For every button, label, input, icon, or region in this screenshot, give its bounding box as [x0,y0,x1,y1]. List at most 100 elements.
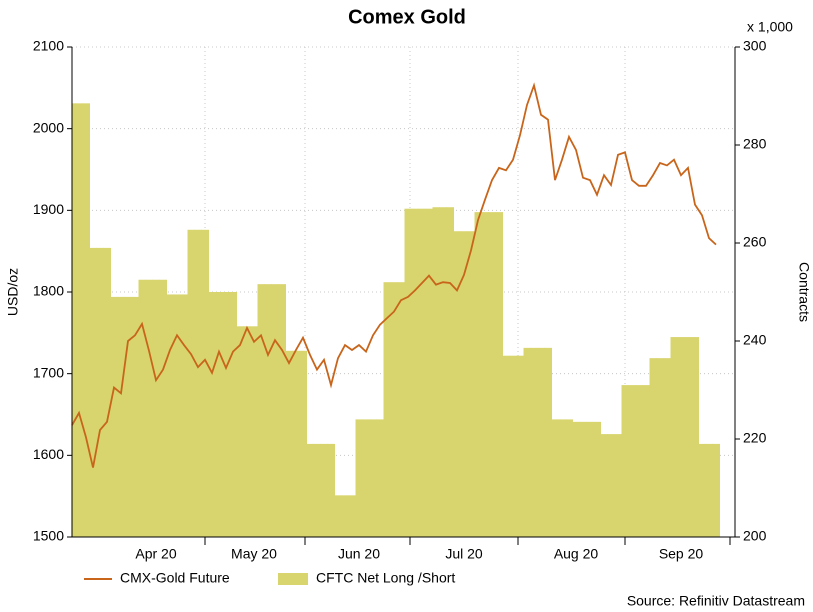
area-step [320,443,328,537]
area-step [82,103,90,537]
area-step [621,385,629,537]
y-tick-label: 1700 [33,364,64,380]
area-step [271,284,279,537]
area-step [117,296,125,537]
area-step [446,207,454,537]
area-step [432,207,440,537]
area-step [243,326,251,537]
area-step [691,337,699,537]
area-step [306,443,314,537]
area-step [495,212,503,537]
area-step [670,337,678,537]
area-step [439,207,447,537]
y2-tick-label: 240 [743,332,767,348]
area-step [75,103,83,537]
area-step [348,495,356,537]
area-step [341,495,349,537]
area-step [705,443,713,537]
legend-label: CMX-Gold Future [120,570,230,586]
area-step [600,434,608,537]
area-step [404,208,412,537]
area-step [236,326,244,537]
area-step [376,419,384,537]
area-step [712,443,720,537]
y-tick-label: 1800 [33,283,64,299]
area-step [684,337,692,537]
area-step [467,231,475,537]
area-step [355,419,363,537]
area-step [208,292,216,537]
area-step [628,385,636,537]
y2-tick-label: 280 [743,136,767,152]
area-step [362,419,370,537]
area-step [383,282,391,537]
area-step [201,229,209,537]
area-step [96,247,104,537]
area-step [124,296,132,537]
chart-title: Comex Gold [348,6,466,28]
area-step [453,231,461,537]
area-step [145,279,153,537]
area-step [677,337,685,537]
x-tick-label: Jul 20 [445,546,483,562]
area-step [131,296,139,537]
y2-tick-label: 300 [743,38,767,54]
area-step [173,294,181,537]
area-step [110,296,118,537]
area-step [215,292,223,537]
x-tick-label: Apr 20 [135,546,176,562]
area-step [159,279,167,537]
x-tick-label: May 20 [231,546,277,562]
area-step [187,229,195,537]
area-step [565,419,573,537]
area-step [593,421,601,537]
y2-unit-note: x 1,000 [747,19,793,35]
area-step [572,421,580,537]
area-step [285,350,293,537]
area-step [537,347,545,537]
y-tick-label: 1900 [33,201,64,217]
y2-tick-label: 200 [743,528,767,544]
area-step [152,279,160,537]
y-tick-label: 2000 [33,119,64,135]
area-step [166,294,174,537]
area-step [523,347,531,537]
area-step [579,421,587,537]
line-layer [71,82,717,468]
area-step [642,385,650,537]
area-step [530,347,538,537]
area-step [334,495,342,537]
y-tick-label: 1500 [33,528,64,544]
line-series [71,82,717,468]
x-tick-label: Jun 20 [338,546,380,562]
area-step [698,443,706,537]
area-step [614,434,622,537]
y-tick-label: 1600 [33,446,64,462]
area-step [544,347,552,537]
area-step [481,212,489,537]
legend: CMX-Gold Future CFTC Net Long /Short [84,570,455,586]
y2-axis-label: Contracts [796,262,812,322]
area-step [250,326,258,537]
area-step [663,358,671,537]
area-step [425,208,433,537]
area-step [502,355,510,537]
area-step [390,282,398,537]
legend-label: CFTC Net Long /Short [316,570,455,586]
area-step [138,279,146,537]
area-step [551,419,559,537]
source-note: Source: Refinitiv Datastream [627,593,805,609]
area-step [103,247,111,537]
area-layer [72,103,720,537]
area-step [558,419,566,537]
area-step [229,292,237,537]
area-step [194,229,202,537]
area-step [411,208,419,537]
area-step [313,443,321,537]
area-step [89,247,97,537]
area-step [278,284,286,537]
y2-tick-label: 220 [743,430,767,446]
area-step [180,294,188,537]
